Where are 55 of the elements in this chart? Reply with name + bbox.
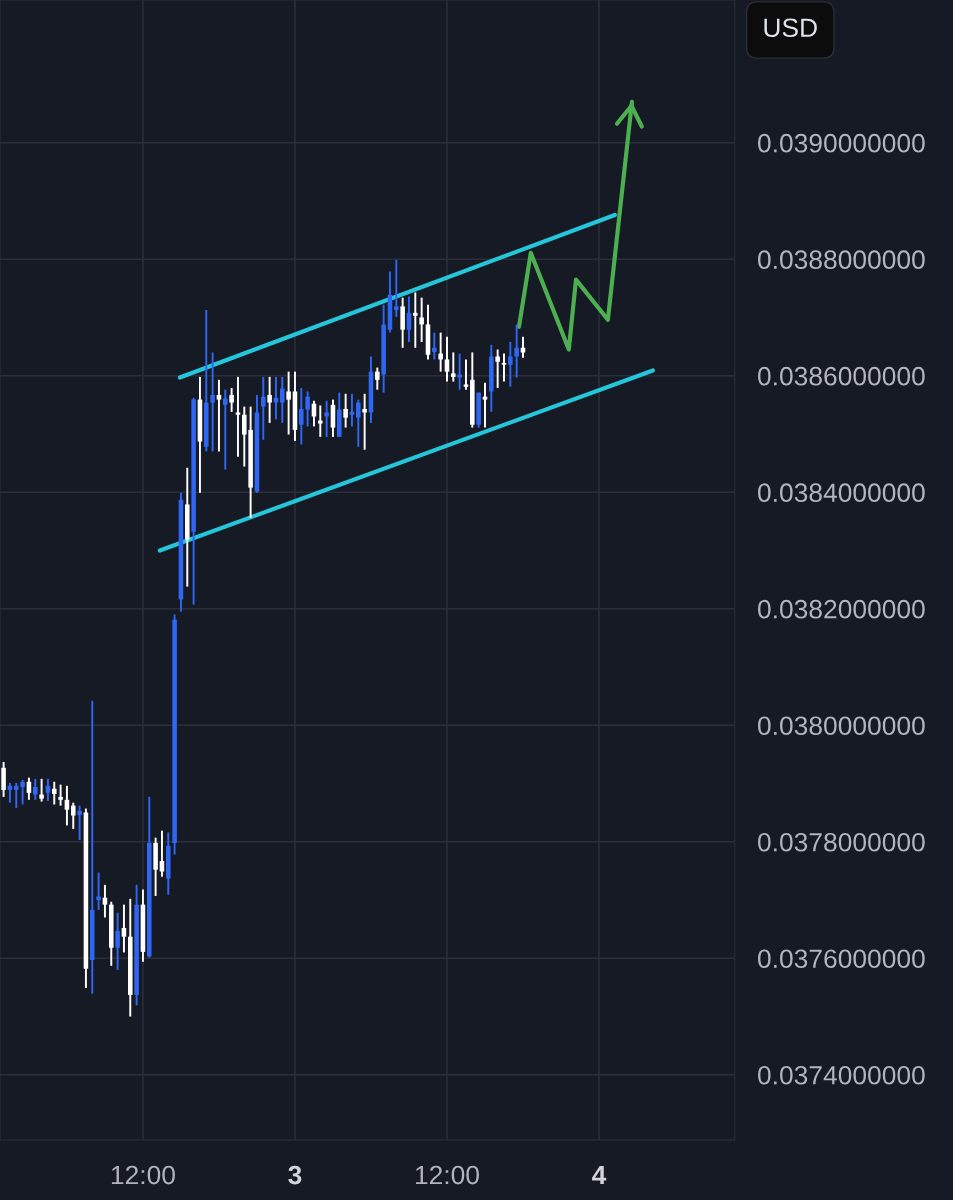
y-tick-label: 0.0388000000 <box>758 250 925 270</box>
y-tick-label: 0.0378000000 <box>758 832 925 852</box>
x-tick-label: 12:00 <box>415 1165 479 1185</box>
candlestick <box>77 804 82 841</box>
candlestick <box>343 392 348 429</box>
candlestick <box>451 351 456 383</box>
y-tick-label: 0.0382000000 <box>758 599 925 619</box>
candlestick <box>394 258 399 318</box>
y-tick-label: 0.0386000000 <box>758 366 925 386</box>
y-tick-label: 0.0380000000 <box>758 716 925 736</box>
candlestick <box>495 348 500 389</box>
candlestick <box>261 375 266 441</box>
candlestick <box>96 871 101 911</box>
candlestick <box>349 392 355 428</box>
candlestick <box>508 340 513 388</box>
candlestick <box>444 335 450 383</box>
candlestick <box>356 398 361 448</box>
x-tick-label: 3 <box>288 1165 302 1185</box>
candlestick <box>115 911 120 971</box>
candlestick <box>210 351 215 453</box>
candlestick <box>311 399 317 428</box>
candlestick <box>280 375 285 424</box>
candlestick <box>267 375 272 424</box>
candlestick <box>223 388 228 471</box>
candlestick <box>438 331 443 373</box>
candlestick <box>273 375 279 421</box>
candlestick <box>58 783 63 807</box>
candlestick <box>432 331 437 361</box>
candlestick <box>235 375 241 458</box>
candlestick <box>482 381 488 429</box>
candlestick <box>216 378 222 453</box>
candlestick <box>514 323 519 379</box>
x-tick-label: 4 <box>592 1165 607 1185</box>
candlestick <box>362 392 367 451</box>
x-tick-label: 12:00 <box>111 1165 175 1185</box>
candlestick <box>51 780 57 806</box>
y-tick-label: 0.0376000000 <box>758 949 925 969</box>
candlestick <box>501 352 507 383</box>
candlestick <box>324 399 329 438</box>
candlestick <box>39 777 44 803</box>
candlestick <box>463 358 469 391</box>
candlestick <box>413 291 418 349</box>
y-tick-label: 0.0384000000 <box>758 483 925 503</box>
candlestick <box>229 386 234 413</box>
candlestick <box>70 801 76 830</box>
candlestick <box>400 296 405 349</box>
candlestick <box>1 760 6 798</box>
y-axis-title: USD <box>764 18 817 38</box>
candlestick <box>419 296 424 343</box>
candlestick <box>286 370 291 436</box>
y-tick-label: 0.0374000000 <box>758 1065 925 1085</box>
candlestick <box>375 366 380 391</box>
candlestick <box>121 903 127 954</box>
candlestick <box>32 777 38 801</box>
y-tick-label: 0.0390000000 <box>758 133 925 153</box>
